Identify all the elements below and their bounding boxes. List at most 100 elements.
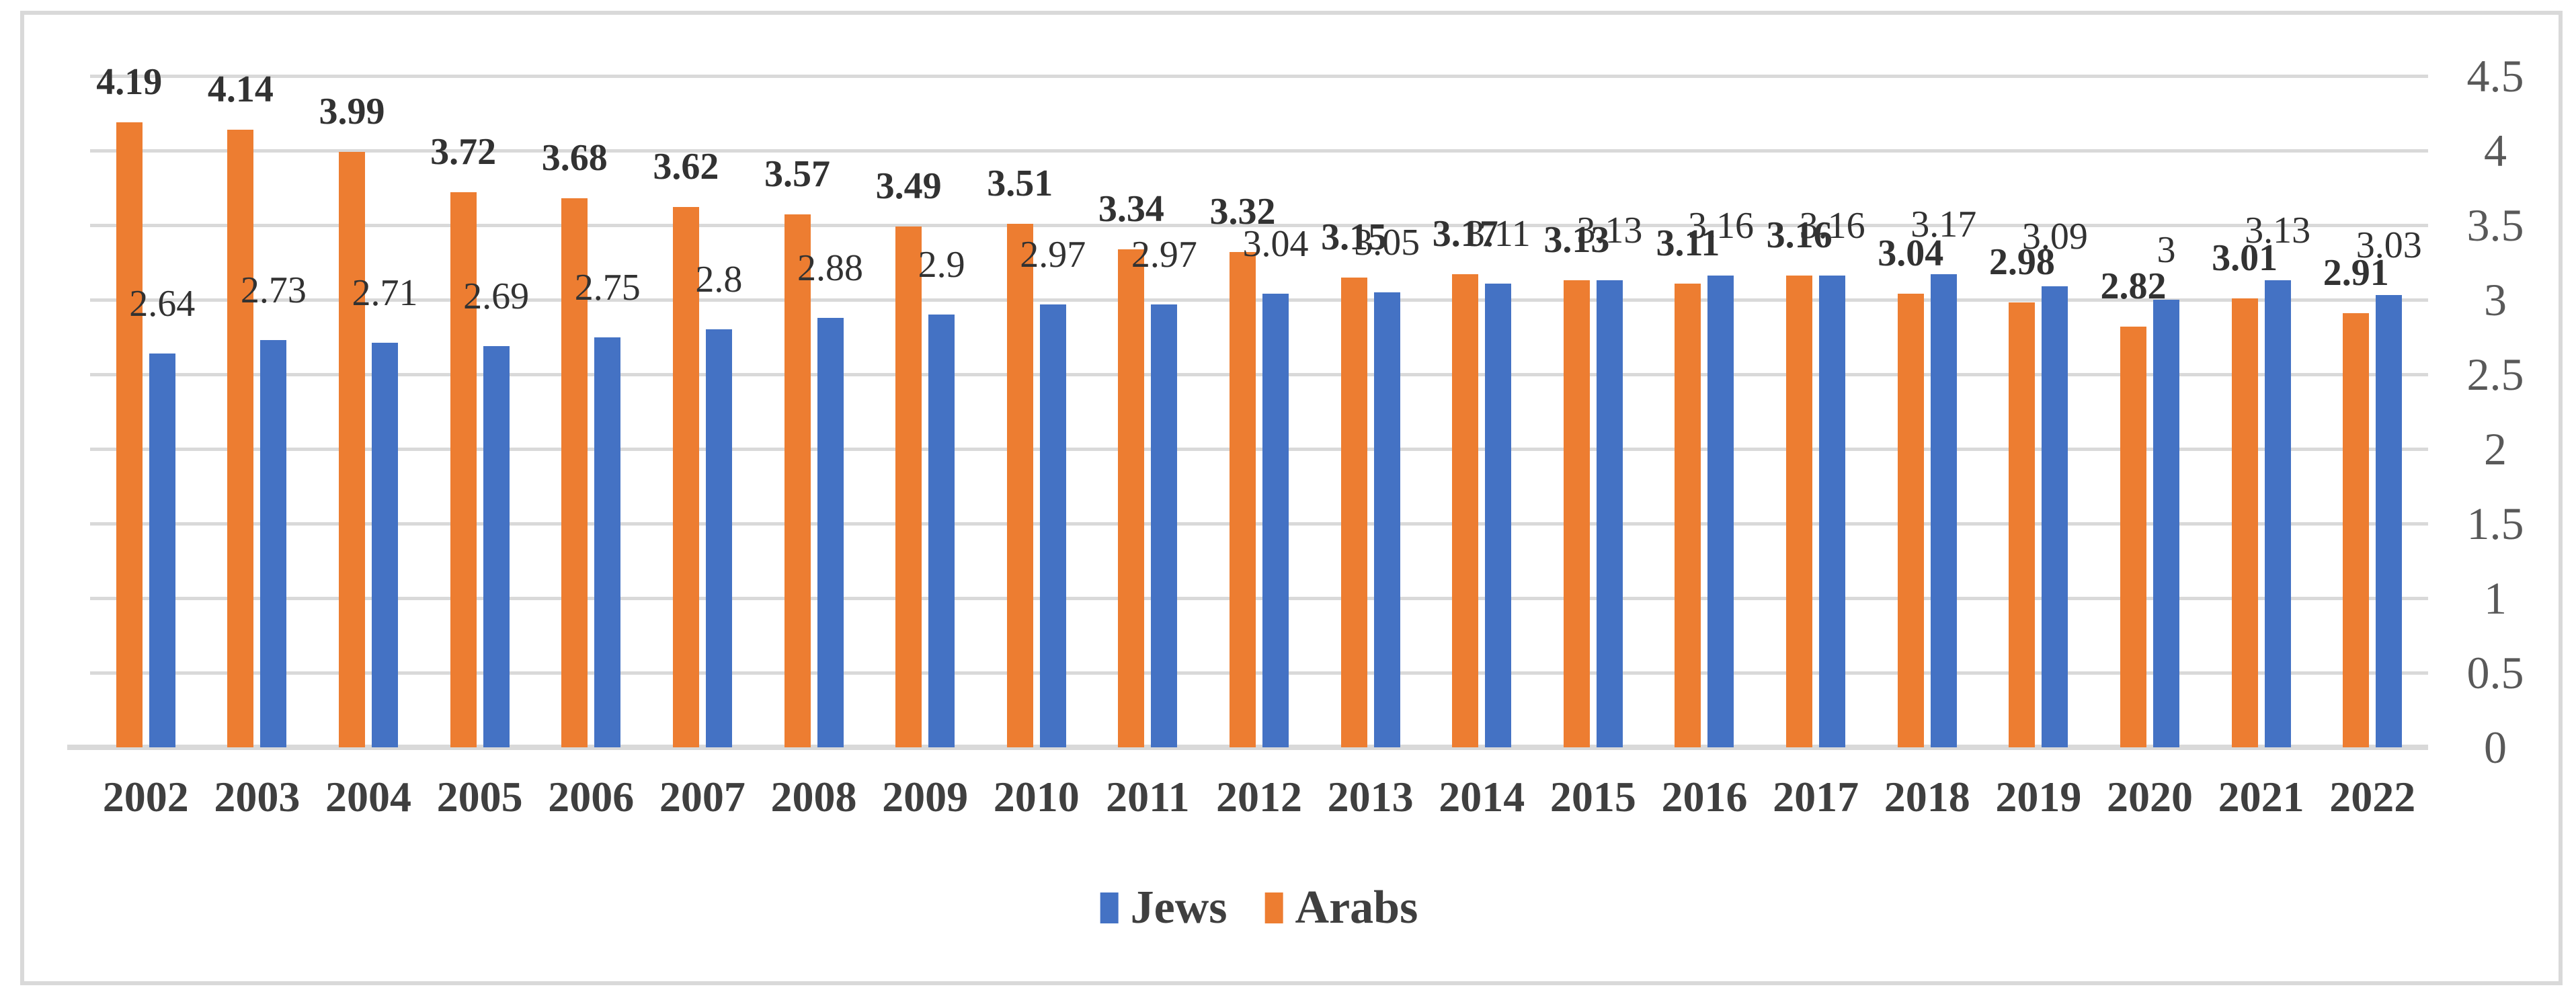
- bar-arabs-2007: [672, 207, 699, 747]
- data-label-jews-2018: 3.17: [1910, 204, 1977, 246]
- data-label-arabs-2015: 3.13: [1543, 219, 1610, 261]
- year-label-2007: 2007: [659, 773, 746, 821]
- y-tick-2: 2: [2484, 423, 2507, 474]
- bar-jews-2018: [1930, 274, 1957, 747]
- bar-jews-2009: [928, 315, 955, 747]
- gridline-2: [90, 447, 2428, 451]
- plot-area: 4.19 2.64 4.14 2.73 3.99 2.71 3.72 2.69 3.68 2.75…: [67, 63, 2428, 750]
- year-label-2014: 2014: [1439, 773, 1525, 821]
- year-label-2016: 2016: [1661, 773, 1748, 821]
- year-label-2020: 2020: [2106, 773, 2193, 821]
- data-label-arabs-2022: 2.91: [2323, 251, 2389, 294]
- bar-arabs-2006: [561, 198, 588, 747]
- y-tick-0.5: 0.5: [2466, 647, 2524, 698]
- bar-jews-2014: [1485, 283, 1512, 747]
- bar-arabs-2013: [1340, 277, 1367, 747]
- y-tick-0: 0: [2484, 722, 2507, 773]
- year-label-2015: 2015: [1549, 773, 1636, 821]
- bar-arabs-2016: [1675, 283, 1701, 747]
- year-label-2019: 2019: [1995, 773, 2082, 821]
- data-label-arabs-2002: 4.19: [96, 60, 163, 103]
- year-label-2005: 2005: [436, 773, 523, 821]
- data-label-arabs-2006: 3.68: [541, 137, 608, 179]
- data-label-jews-2007: 2.8: [695, 259, 743, 301]
- gridline-3.5: [90, 223, 2428, 227]
- bar-arabs-2002: [116, 122, 143, 747]
- data-label-jews-2002: 2.64: [129, 282, 196, 325]
- y-tick-2.5: 2.5: [2466, 349, 2524, 400]
- year-label-2022: 2022: [2329, 773, 2416, 821]
- year-label-2021: 2021: [2218, 773, 2304, 821]
- bar-arabs-2019: [2009, 302, 2036, 747]
- y-tick-3: 3: [2484, 274, 2507, 325]
- data-label-jews-2015: 3.13: [1576, 210, 1643, 252]
- data-label-jews-2014: 3.11: [1465, 212, 1531, 255]
- data-label-jews-2021: 3.13: [2245, 210, 2311, 252]
- year-label-2012: 2012: [1216, 773, 1302, 821]
- bar-jews-2022: [2376, 295, 2403, 747]
- bar-arabs-2021: [2231, 298, 2258, 747]
- year-label-2009: 2009: [882, 773, 969, 821]
- data-label-jews-2016: 3.16: [1687, 205, 1754, 247]
- data-label-jews-2017: 3.16: [1799, 205, 1865, 247]
- data-label-arabs-2021: 3.01: [2212, 237, 2278, 279]
- bar-arabs-2014: [1452, 274, 1479, 747]
- data-label-arabs-2008: 3.57: [764, 153, 831, 196]
- legend-entry-arabs: Arabs: [1264, 884, 1418, 931]
- bar-jews-2012: [1262, 294, 1289, 747]
- bar-jews-2005: [483, 345, 510, 747]
- gridline-3: [90, 298, 2428, 302]
- bar-jews-2004: [372, 343, 399, 747]
- year-label-2017: 2017: [1773, 773, 1859, 821]
- gridline-0.5: [90, 671, 2428, 675]
- data-label-arabs-2009: 3.49: [875, 165, 942, 208]
- gridline-1.5: [90, 522, 2428, 526]
- bar-arabs-2018: [1897, 294, 1924, 747]
- bar-arabs-2022: [2343, 313, 2370, 747]
- bar-arabs-2012: [1230, 251, 1256, 747]
- bar-jews-2010: [1039, 304, 1066, 747]
- data-label-arabs-2013: 3.15: [1321, 216, 1387, 258]
- bar-arabs-2005: [450, 192, 477, 747]
- y-tick-3.5: 3.5: [2466, 200, 2524, 251]
- data-label-jews-2012: 3.04: [1242, 223, 1309, 265]
- bar-jews-2021: [2264, 280, 2291, 747]
- bar-arabs-2003: [227, 129, 254, 747]
- data-label-jews-2009: 2.9: [918, 244, 965, 286]
- bar-arabs-2010: [1006, 223, 1033, 747]
- data-label-arabs-2010: 3.51: [987, 162, 1053, 204]
- data-label-arabs-2016: 3.11: [1656, 222, 1720, 264]
- year-label-2018: 2018: [1884, 773, 1970, 821]
- bar-jews-2007: [705, 329, 732, 747]
- bar-arabs-2011: [1118, 249, 1145, 747]
- bar-jews-2013: [1373, 292, 1400, 747]
- bar-jews-2015: [1596, 280, 1623, 747]
- gridline-4: [90, 149, 2428, 153]
- data-label-jews-2020: 3: [2157, 229, 2176, 271]
- data-label-arabs-2005: 3.72: [430, 131, 497, 173]
- bar-jews-2020: [2152, 300, 2179, 747]
- gridline-1: [90, 596, 2428, 600]
- data-label-jews-2008: 2.88: [797, 247, 864, 289]
- year-label-2010: 2010: [993, 773, 1080, 821]
- year-label-2013: 2013: [1327, 773, 1414, 821]
- y-tick-1.5: 1.5: [2466, 498, 2524, 549]
- bar-jews-2003: [260, 339, 287, 747]
- y-tick-1: 1: [2484, 573, 2507, 624]
- y-tick-4: 4: [2484, 125, 2507, 176]
- data-label-jews-2006: 2.75: [574, 266, 641, 308]
- data-label-arabs-2011: 3.34: [1098, 188, 1164, 230]
- bar-arabs-2020: [2120, 326, 2146, 747]
- jews-legend-swatch-icon: [1100, 892, 1119, 923]
- arabs-legend-swatch-icon: [1264, 892, 1283, 923]
- bar-arabs-2015: [1563, 280, 1590, 747]
- bar-jews-2016: [1707, 276, 1734, 747]
- data-label-jews-2003: 2.73: [240, 269, 307, 311]
- data-label-arabs-2012: 3.32: [1209, 190, 1276, 233]
- year-label-2008: 2008: [770, 773, 857, 821]
- data-label-arabs-2004: 3.99: [319, 91, 385, 133]
- bar-jews-2006: [594, 337, 621, 747]
- year-label-2002: 2002: [102, 773, 189, 821]
- bar-jews-2019: [2042, 286, 2068, 747]
